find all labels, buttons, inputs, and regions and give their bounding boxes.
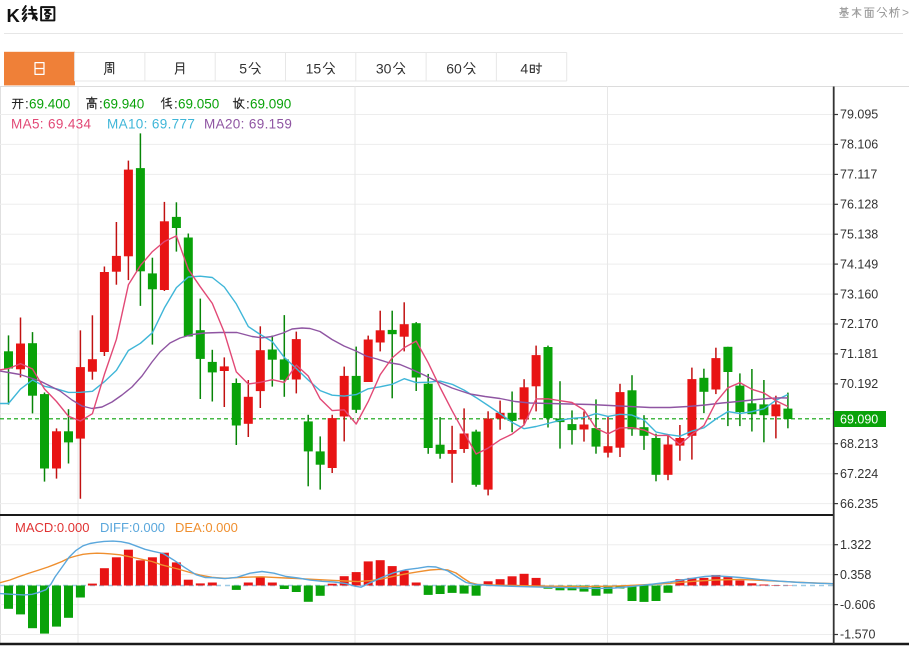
svg-text::: :	[99, 97, 103, 112]
svg-text::: :	[174, 97, 178, 112]
svg-text:MA20: 69.159: MA20: 69.159	[204, 117, 292, 132]
svg-text:79.095: 79.095	[840, 108, 878, 122]
svg-text:0.358: 0.358	[840, 568, 871, 582]
svg-text:73.160: 73.160	[840, 287, 878, 301]
svg-text:69.090: 69.090	[250, 97, 291, 112]
svg-text:69.050: 69.050	[178, 97, 219, 112]
svg-text:DIFF:0.000: DIFF:0.000	[100, 520, 165, 535]
svg-text:15: 15	[306, 61, 322, 77]
svg-text:K: K	[7, 5, 21, 26]
svg-text:70.192: 70.192	[840, 377, 878, 391]
svg-text:5: 5	[239, 61, 247, 77]
svg-text:69.400: 69.400	[29, 97, 70, 112]
svg-text:74.149: 74.149	[840, 257, 878, 271]
svg-text:69.090: 69.090	[840, 412, 878, 426]
svg-text::: :	[25, 97, 29, 112]
svg-text:MA10: 69.777: MA10: 69.777	[107, 117, 195, 132]
svg-text:76.128: 76.128	[840, 198, 878, 212]
svg-text:4: 4	[520, 61, 528, 77]
svg-text:72.170: 72.170	[840, 317, 878, 331]
svg-text:69.940: 69.940	[103, 97, 144, 112]
svg-text:60: 60	[446, 61, 462, 77]
svg-text:67.224: 67.224	[840, 467, 878, 481]
svg-text:66.235: 66.235	[840, 497, 878, 511]
svg-text:>: >	[902, 6, 909, 20]
svg-text:DEA:0.000: DEA:0.000	[175, 520, 238, 535]
svg-text:75.138: 75.138	[840, 227, 878, 241]
svg-text:1.322: 1.322	[840, 538, 871, 552]
svg-text:-1.570: -1.570	[840, 628, 875, 642]
svg-text:30: 30	[376, 61, 392, 77]
svg-text:78.106: 78.106	[840, 138, 878, 152]
svg-text:MACD:0.000: MACD:0.000	[15, 520, 89, 535]
svg-text:71.181: 71.181	[840, 347, 878, 361]
svg-text:68.213: 68.213	[840, 437, 878, 451]
svg-text:-0.606: -0.606	[840, 598, 875, 612]
svg-text:77.117: 77.117	[840, 168, 877, 182]
svg-text::: :	[246, 97, 250, 112]
svg-text:MA5: 69.434: MA5: 69.434	[11, 117, 92, 132]
